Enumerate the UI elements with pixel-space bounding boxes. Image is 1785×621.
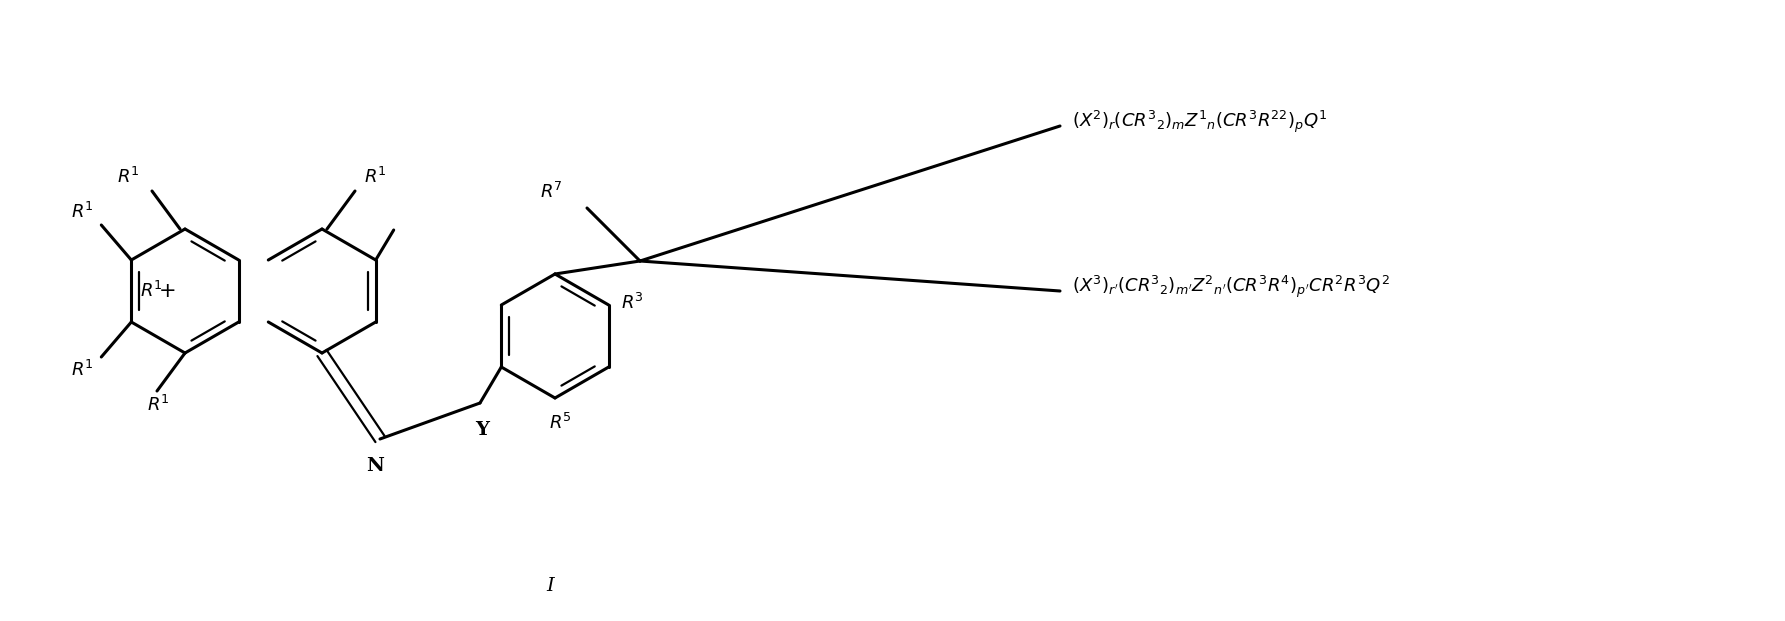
Text: $R^1$: $R^1$ [364, 167, 387, 187]
Text: $R^1$: $R^1$ [71, 202, 93, 222]
Text: $R^1$: $R^1$ [141, 281, 162, 301]
Text: $R^1$: $R^1$ [71, 360, 93, 380]
Text: $R^3$: $R^3$ [621, 293, 643, 313]
Text: $R^7$: $R^7$ [541, 182, 562, 202]
Text: N: N [366, 457, 384, 475]
Text: $+$: $+$ [159, 281, 175, 301]
Text: Y: Y [475, 421, 489, 439]
Text: $(X^2)_r(CR^3{}_2)_mZ^1{}_n(CR^3R^{22})_pQ^1$: $(X^2)_r(CR^3{}_2)_mZ^1{}_n(CR^3R^{22})_… [1073, 109, 1328, 135]
Text: $R^1$: $R^1$ [148, 395, 170, 415]
Text: $R^1$: $R^1$ [118, 167, 139, 187]
Text: $R^5$: $R^5$ [548, 413, 571, 433]
Text: $(X^3)_{r'}(CR^3{}_2)_{m'}Z^2{}_{n'}(CR^3R^4)_{p'}CR^2R^3Q^2$: $(X^3)_{r'}(CR^3{}_2)_{m'}Z^2{}_{n'}(CR^… [1073, 274, 1391, 300]
Text: I: I [546, 577, 553, 595]
